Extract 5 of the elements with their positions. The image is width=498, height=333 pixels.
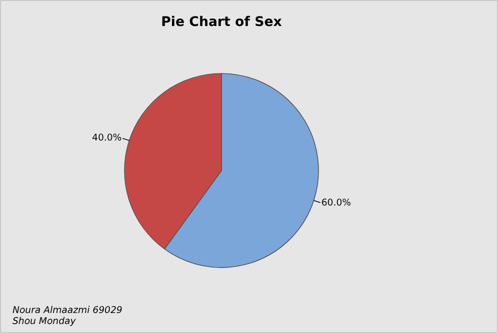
text: Shou Monday	[12, 316, 76, 327]
text: Noura Almaazmi 69029	[12, 305, 122, 316]
data-label: 60.0%	[321, 197, 352, 208]
data-label: 40.0%	[92, 132, 122, 144]
chart-title: Pie Chart of Sex	[161, 15, 282, 30]
